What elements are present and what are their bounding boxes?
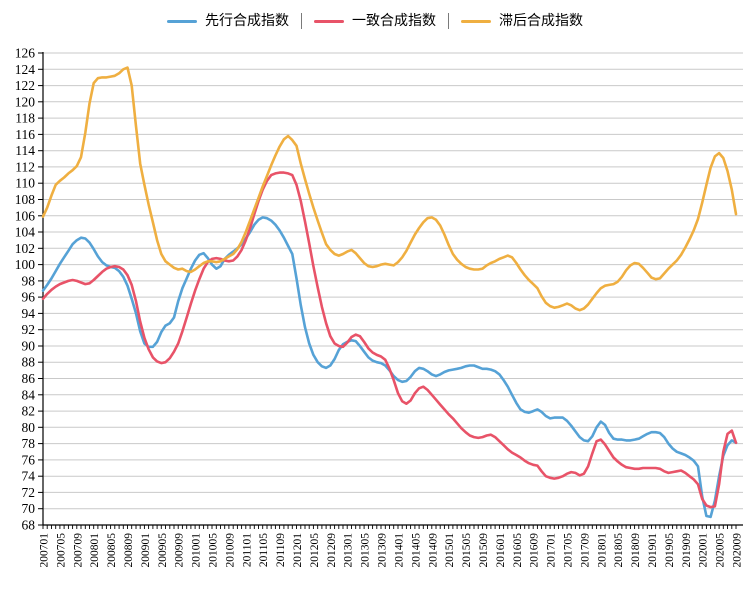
legend-item-coincident: 一致合成指数 <box>314 14 436 28</box>
x-tick-label: 200805 <box>106 533 118 568</box>
coincident-line-swatch <box>314 19 344 23</box>
x-tick-label: 201805 <box>613 533 625 568</box>
y-tick-label: 84 <box>22 387 36 402</box>
x-tick-label: 201701 <box>546 533 558 568</box>
series-line-coincident <box>41 171 738 509</box>
y-tick-label: 94 <box>22 306 36 321</box>
y-tick-label: 118 <box>15 111 35 126</box>
y-tick-label: 112 <box>15 159 35 174</box>
x-tick-label: 200801 <box>89 533 101 568</box>
y-tick-label: 78 <box>22 436 36 451</box>
y-tick-label: 82 <box>22 404 36 419</box>
y-tick-label: 108 <box>15 192 36 207</box>
legend-separator <box>448 13 449 29</box>
x-tick-label: 201705 <box>563 533 575 568</box>
x-tick-label: 201709 <box>579 533 591 568</box>
x-tick-label: 201909 <box>681 533 693 568</box>
x-tick-label: 201305 <box>360 533 372 568</box>
x-tick-label: 202009 <box>732 533 744 568</box>
legend-label-lagging: 滞后合成指数 <box>499 13 583 29</box>
legend-item-lagging: 滞后合成指数 <box>461 14 583 28</box>
x-tick-label: 200709 <box>72 533 84 568</box>
y-tick-label: 102 <box>15 241 35 256</box>
x-tick-label: 201301 <box>343 533 355 568</box>
x-tick-label: 201501 <box>444 533 456 568</box>
y-tick-label: 68 <box>22 518 36 533</box>
x-tick-label: 201605 <box>512 533 524 568</box>
x-tick-label: 200705 <box>55 533 67 568</box>
x-tick-label: 201201 <box>292 533 304 568</box>
legend-label-leading: 先行合成指数 <box>205 13 289 29</box>
series-line-lagging <box>41 66 738 312</box>
x-tick-label: 201109 <box>275 533 287 567</box>
legend-label-coincident: 一致合成指数 <box>352 13 436 29</box>
x-tick-label: 201905 <box>664 533 676 568</box>
y-tick-label: 120 <box>15 94 36 109</box>
y-tick-label: 88 <box>22 355 36 370</box>
legend-item-leading: 先行合成指数 <box>167 14 289 28</box>
x-tick-label: 201309 <box>377 533 389 568</box>
x-tick-label: 201101 <box>241 533 253 567</box>
x-tick-label: 201809 <box>630 533 642 568</box>
y-tick-label: 70 <box>22 501 36 516</box>
chart-legend: 先行合成指数 一致合成指数 滞后合成指数 <box>0 8 750 34</box>
x-tick-label: 201405 <box>410 533 422 568</box>
x-tick-label: 201901 <box>647 533 659 568</box>
y-tick-label: 80 <box>22 420 36 435</box>
x-tick-label: 201209 <box>326 533 338 568</box>
y-tick-label: 98 <box>22 273 36 288</box>
y-tick-label: 116 <box>15 127 35 142</box>
y-tick-label: 106 <box>15 208 36 223</box>
x-tick-label: 201505 <box>461 533 473 568</box>
x-tick-label: 201001 <box>191 533 203 568</box>
legend-separator <box>301 13 302 29</box>
x-tick-label: 202005 <box>715 533 727 568</box>
y-tick-label: 104 <box>15 225 36 240</box>
x-tick-label: 200905 <box>157 533 169 568</box>
x-tick-label: 201105 <box>258 533 270 567</box>
y-tick-label: 124 <box>15 62 36 77</box>
x-tick-label: 201005 <box>208 533 220 568</box>
y-tick-label: 114 <box>15 143 35 158</box>
y-tick-label: 72 <box>22 485 36 500</box>
y-tick-label: 92 <box>22 322 36 337</box>
x-tick-label: 200701 <box>39 533 51 568</box>
y-tick-label: 86 <box>22 371 36 386</box>
x-tick-label: 201601 <box>495 533 507 568</box>
x-tick-label: 200901 <box>140 533 152 568</box>
x-tick-label: 201009 <box>224 533 236 568</box>
x-tick-label: 200809 <box>123 533 135 568</box>
y-tick-label: 96 <box>22 290 36 305</box>
y-tick-label: 126 <box>15 46 36 61</box>
y-tick-label: 76 <box>22 452 36 467</box>
y-tick-label: 90 <box>22 339 36 354</box>
y-tick-label: 100 <box>15 257 36 272</box>
y-tick-label: 122 <box>15 78 35 93</box>
x-tick-label: 201205 <box>309 533 321 568</box>
y-tick-label: 110 <box>15 176 35 191</box>
x-tick-label: 201801 <box>596 533 608 568</box>
y-tick-label: 74 <box>22 469 36 484</box>
leading-line-swatch <box>167 19 197 23</box>
x-tick-label: 201609 <box>529 533 541 568</box>
lagging-line-swatch <box>461 19 491 23</box>
x-tick-label: 201509 <box>478 533 490 568</box>
x-tick-label: 201409 <box>427 533 439 568</box>
x-tick-label: 200909 <box>174 533 186 568</box>
x-tick-label: 201401 <box>394 533 406 568</box>
x-tick-label: 202001 <box>698 533 710 568</box>
